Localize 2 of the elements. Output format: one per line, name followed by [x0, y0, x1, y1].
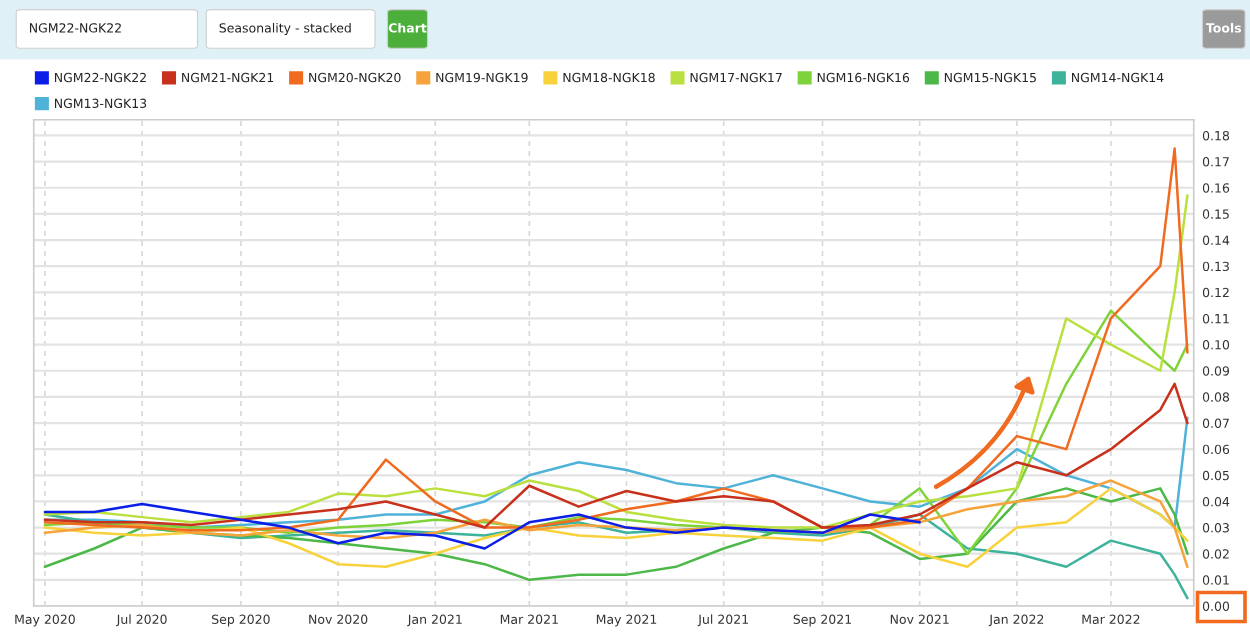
- line-series: [43, 382, 1189, 529]
- line-series: [43, 502, 921, 550]
